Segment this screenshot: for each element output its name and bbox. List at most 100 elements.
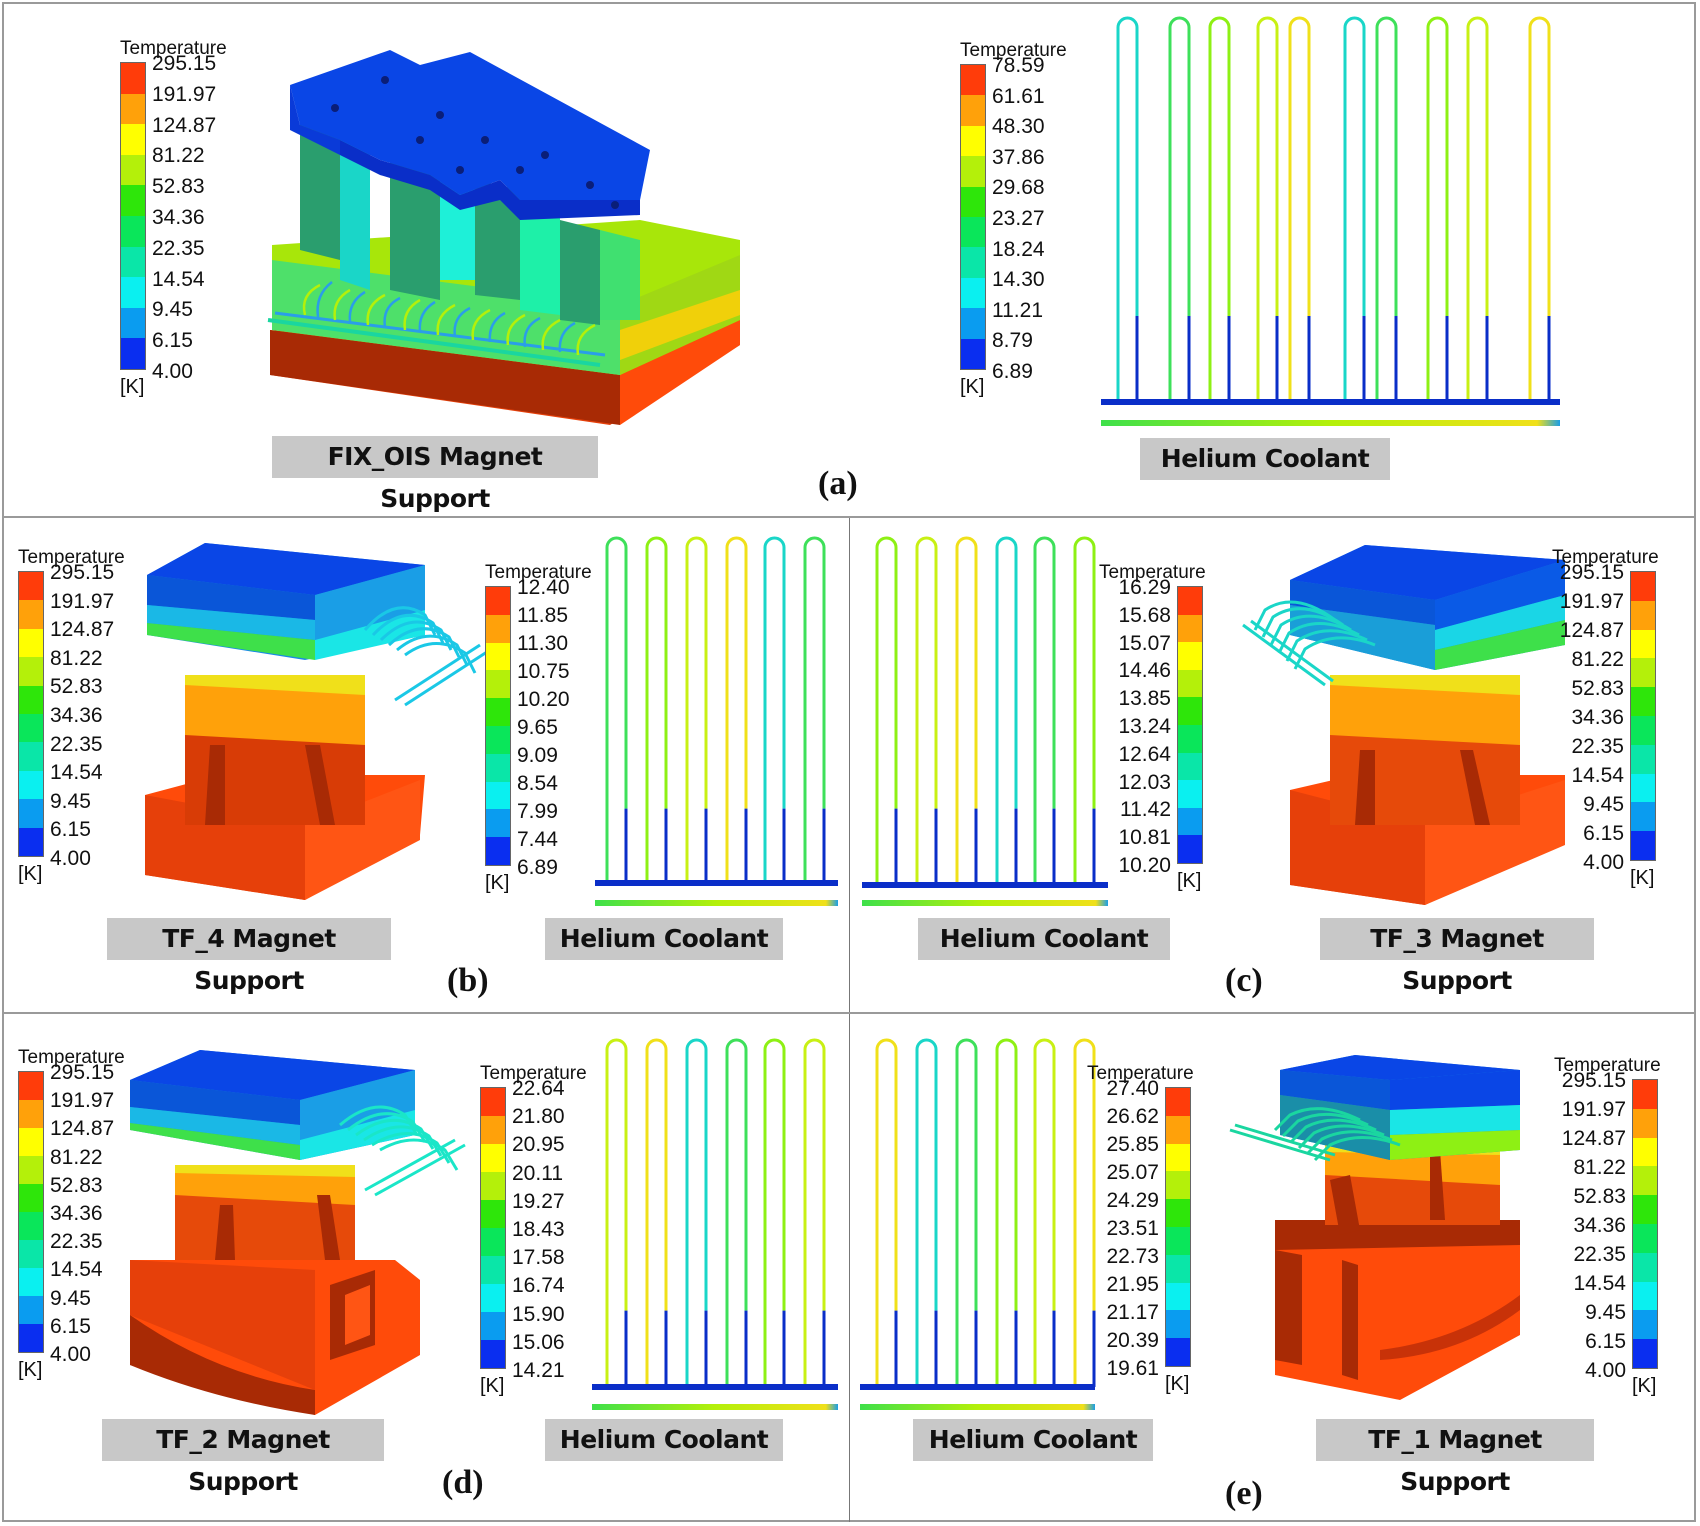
legend-tick: 8.54: [517, 772, 558, 795]
legend-unit: [K]: [1165, 1373, 1190, 1395]
legend-tick: 15.68: [1118, 603, 1171, 627]
tag-e-support: TF_1 Magnet Support: [1316, 1419, 1594, 1496]
coolant-u-tube: [955, 1038, 978, 1387]
legend-tick: 34.36: [1573, 1214, 1626, 1237]
legend-unit: [K]: [1630, 867, 1655, 889]
legend-tick: 4.00: [50, 1343, 91, 1366]
coolant-u-tube: [725, 536, 748, 885]
legend-tick: 81.22: [1571, 648, 1624, 671]
legend-tick: 4.00: [1585, 1359, 1626, 1382]
legend-tick: 8.79: [992, 329, 1033, 353]
tag-a-support: FIX_OIS Magnet Support: [272, 436, 598, 513]
legend-tick: 13.24: [1118, 715, 1171, 738]
tf3-support-render: [1242, 545, 1565, 905]
legend-tick: 22.73: [1106, 1245, 1159, 1268]
legend-title: Temperature: [1087, 1063, 1194, 1084]
coolant-u-tube: [763, 536, 786, 885]
legend-tick: 7.99: [517, 800, 558, 823]
divider-col-bc: [849, 518, 850, 1012]
coolant-u-tube: [605, 1038, 628, 1387]
legend-tick: 124.87: [50, 618, 115, 642]
legend-tick: 11.21: [992, 298, 1043, 322]
coolant-u-tube: [1343, 16, 1366, 400]
coolant-u-tube: [1528, 16, 1551, 400]
legend-title: Temperature: [480, 1063, 587, 1084]
legend-colorbar: [960, 64, 986, 370]
legend-tick: 295.15: [50, 1061, 115, 1084]
coolant-u-tube: [875, 1038, 898, 1387]
inlet-header: [592, 1404, 838, 1410]
legend-colorbar: [18, 571, 44, 857]
legend-tick: 6.15: [1583, 822, 1624, 845]
legend-title: Temperature: [18, 547, 125, 568]
fix-ois-support-render: [267, 50, 740, 425]
legend-unit: [K]: [1632, 1375, 1657, 1397]
legend-tick: 22.35: [152, 236, 205, 260]
inlet-header: [862, 900, 1108, 906]
divider-row2: [2, 1012, 1696, 1014]
legend-tick: 14.21: [512, 1359, 565, 1382]
tf1-support-render: [1229, 1055, 1520, 1400]
legend-unit: [K]: [480, 1375, 505, 1397]
legend-tick: 10.20: [517, 688, 570, 711]
legend-tick: 48.30: [992, 115, 1045, 139]
legend-tick: 13.85: [1118, 687, 1171, 711]
legend-title: Temperature: [18, 1047, 125, 1068]
coolant-u-tube: [1375, 16, 1398, 400]
legend-tick: 14.30: [992, 268, 1045, 292]
legend-tick: 11.30: [517, 632, 568, 655]
panel-label-a: (a): [818, 465, 858, 502]
helium-coolant-b-render: [595, 536, 838, 906]
legend-tick: 52.83: [50, 675, 103, 699]
coolant-u-tube: [1073, 536, 1096, 885]
legend-unit: [K]: [485, 872, 510, 894]
legend-tick: 52.83: [1573, 1185, 1626, 1208]
coolant-u-tube: [763, 1038, 786, 1387]
legend-tick: 10.75: [517, 660, 570, 683]
legend-tick: 20.39: [1106, 1329, 1159, 1352]
legend-tick: 4.00: [50, 847, 91, 870]
legend-tick: 7.44: [517, 828, 558, 851]
legend-tick: 191.97: [50, 1089, 115, 1113]
coolant-u-tube: [995, 536, 1018, 885]
legend-tick: 34.36: [50, 704, 103, 727]
coolant-u-tube: [685, 1038, 708, 1387]
legend-tick: 22.35: [50, 732, 103, 756]
helium-coolant-e-render: [860, 1038, 1096, 1410]
tag-b-coolant: Helium Coolant: [545, 918, 783, 960]
legend-tick: 21.80: [512, 1105, 565, 1129]
legend-unit: [K]: [18, 1359, 43, 1381]
legend-tick: 10.81: [1118, 826, 1171, 850]
legend-colorbar: [1630, 571, 1656, 861]
coolant-u-tube: [725, 1038, 748, 1387]
legend-tick: 10.20: [1118, 854, 1171, 877]
legend-tick: 295.15: [50, 561, 115, 584]
legend-tick: 14.54: [1573, 1272, 1626, 1295]
coolant-u-tube: [1426, 16, 1449, 400]
legend-tick: 21.95: [1106, 1273, 1159, 1296]
divider-col-de: [849, 1014, 850, 1522]
coolant-u-tube: [1033, 1038, 1056, 1387]
legend-tick: 11.85: [517, 604, 568, 627]
tag-b-support: TF_4 Magnet Support: [107, 918, 391, 995]
legend-colorbar: [1165, 1087, 1191, 1367]
legend-tick: 19.61: [1106, 1357, 1159, 1380]
legend-tick: 25.07: [1106, 1161, 1159, 1184]
legend-tick: 22.35: [1571, 735, 1624, 758]
legend-tick: 4.00: [152, 360, 193, 383]
legend-tick: 9.45: [50, 1286, 91, 1310]
legend-tick: 14.54: [152, 267, 205, 291]
legend-colorbar: [480, 1087, 506, 1369]
legend-tick: 24.29: [1106, 1189, 1159, 1212]
coolant-u-tube: [1288, 16, 1311, 400]
coolant-u-tube: [803, 1038, 826, 1387]
legend-tick: 22.35: [1573, 1243, 1626, 1266]
coolant-u-tube: [645, 536, 668, 885]
legend-tick: 11.42: [1120, 798, 1171, 822]
legend-tick: 23.27: [992, 207, 1045, 230]
tag-c-coolant: Helium Coolant: [918, 918, 1170, 960]
legend-tick: 191.97: [152, 82, 217, 106]
legend-unit: [K]: [18, 863, 43, 885]
legend-tick: 191.97: [1559, 590, 1624, 613]
legend-tick: 27.40: [1106, 1077, 1159, 1100]
